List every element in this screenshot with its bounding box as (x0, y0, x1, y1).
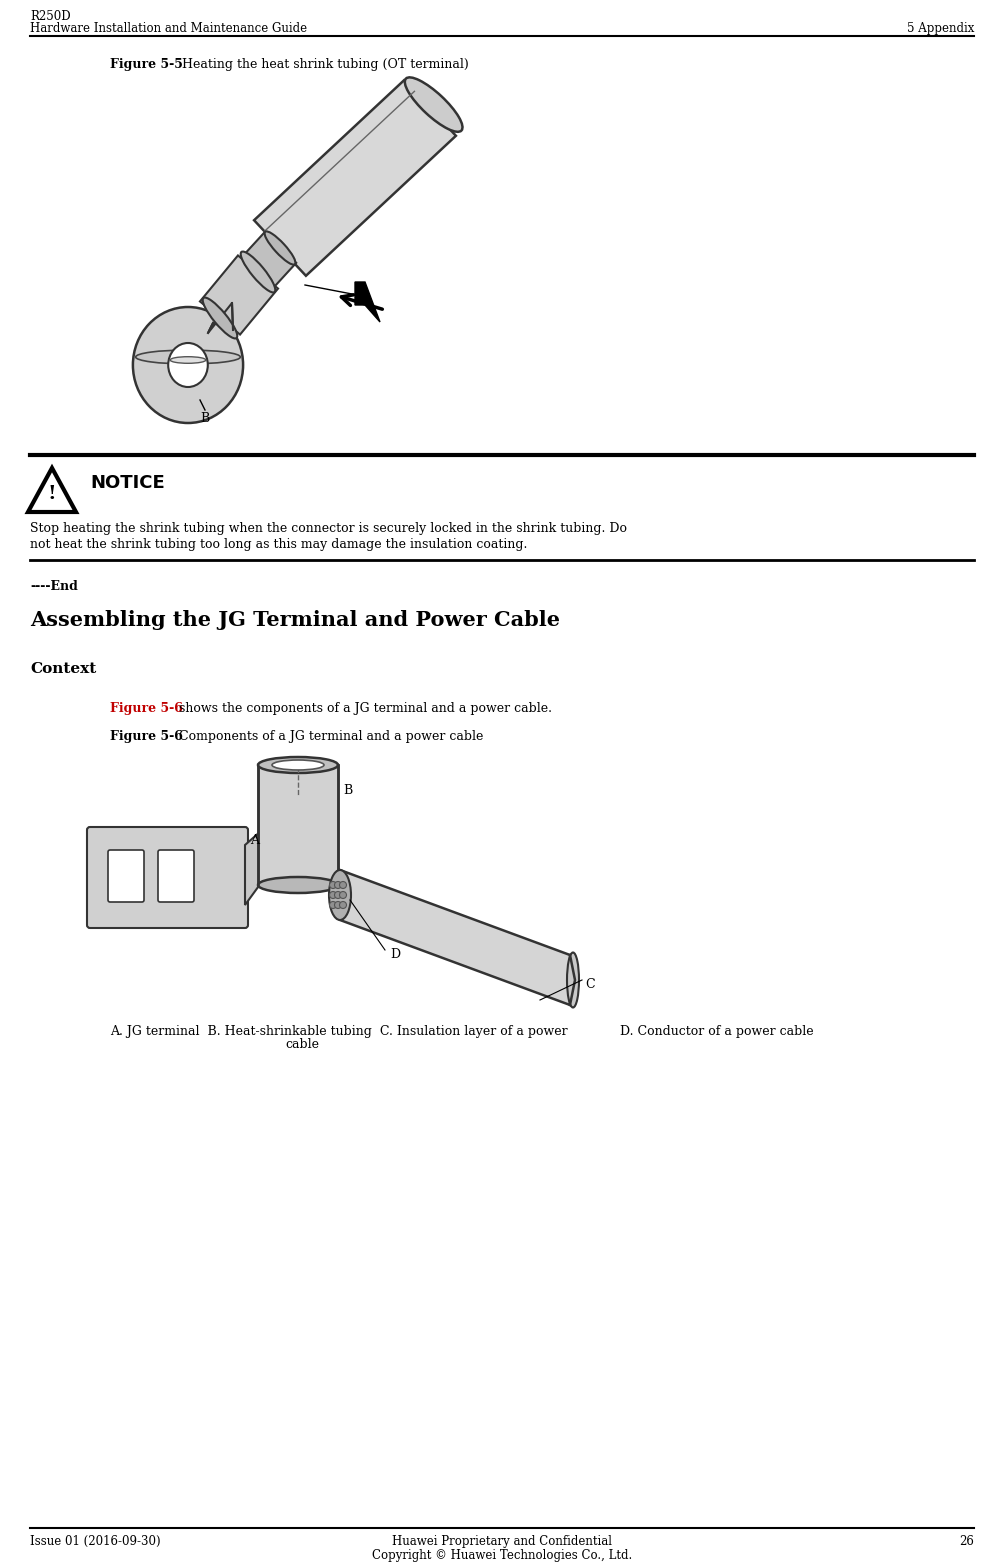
Ellipse shape (241, 252, 275, 293)
Circle shape (334, 891, 341, 899)
Ellipse shape (258, 877, 338, 893)
Text: shows the components of a JG terminal and a power cable.: shows the components of a JG terminal an… (175, 702, 552, 716)
Ellipse shape (203, 298, 237, 338)
FancyBboxPatch shape (108, 850, 143, 902)
Circle shape (329, 902, 336, 908)
Text: C: C (585, 979, 594, 991)
Text: Figure 5-6: Figure 5-6 (110, 730, 183, 742)
Text: Stop heating the shrink tubing when the connector is securely locked in the shri: Stop heating the shrink tubing when the … (30, 521, 627, 536)
Text: Issue 01 (2016-09-30): Issue 01 (2016-09-30) (30, 1535, 160, 1549)
Ellipse shape (169, 343, 208, 387)
Text: Context: Context (30, 662, 96, 677)
Polygon shape (355, 282, 379, 323)
FancyBboxPatch shape (157, 850, 194, 902)
Ellipse shape (567, 952, 579, 1007)
Text: Hardware Installation and Maintenance Guide: Hardware Installation and Maintenance Gu… (30, 22, 307, 34)
Circle shape (329, 891, 336, 899)
Polygon shape (208, 302, 233, 334)
Text: A: A (250, 833, 259, 847)
Text: 5 Appendix: 5 Appendix (906, 22, 973, 34)
Polygon shape (254, 80, 455, 276)
Polygon shape (28, 468, 76, 512)
Text: not heat the shrink tubing too long as this may damage the insulation coating.: not heat the shrink tubing too long as t… (30, 539, 527, 551)
Ellipse shape (132, 307, 243, 423)
Circle shape (339, 902, 346, 908)
Polygon shape (340, 871, 570, 1005)
Text: A: A (357, 291, 366, 304)
Text: B: B (201, 412, 210, 424)
Text: D. Conductor of a power cable: D. Conductor of a power cable (620, 1026, 812, 1038)
Text: Components of a JG terminal and a power cable: Components of a JG terminal and a power … (175, 730, 482, 742)
FancyBboxPatch shape (87, 827, 248, 929)
Circle shape (329, 882, 336, 888)
Text: B: B (343, 783, 352, 797)
Text: D: D (389, 949, 400, 962)
Text: !: ! (47, 485, 56, 503)
Text: cable: cable (285, 1038, 319, 1051)
Text: ----End: ----End (30, 579, 78, 594)
Ellipse shape (258, 756, 338, 774)
Text: Copyright © Huawei Technologies Co., Ltd.: Copyright © Huawei Technologies Co., Ltd… (371, 1549, 632, 1561)
Text: R250D: R250D (30, 9, 70, 23)
Polygon shape (200, 255, 278, 335)
Text: Figure 5-6: Figure 5-6 (110, 702, 183, 716)
Ellipse shape (272, 760, 324, 770)
Text: A. JG terminal  B. Heat-shrinkable tubing  C. Insulation layer of a power: A. JG terminal B. Heat-shrinkable tubing… (110, 1026, 567, 1038)
Text: Huawei Proprietary and Confidential: Huawei Proprietary and Confidential (391, 1535, 612, 1549)
Text: 26: 26 (958, 1535, 973, 1549)
Text: NOTICE: NOTICE (90, 474, 164, 492)
Text: Heating the heat shrink tubing (OT terminal): Heating the heat shrink tubing (OT termi… (178, 58, 468, 70)
Ellipse shape (243, 255, 273, 288)
Ellipse shape (135, 351, 240, 363)
Circle shape (339, 882, 346, 888)
Ellipse shape (329, 871, 351, 919)
Circle shape (339, 891, 346, 899)
Bar (258, 766, 338, 885)
Polygon shape (245, 810, 285, 905)
Text: Figure 5-5: Figure 5-5 (110, 58, 183, 70)
Circle shape (334, 882, 341, 888)
Ellipse shape (171, 357, 206, 363)
Ellipse shape (404, 77, 462, 132)
Ellipse shape (265, 232, 295, 265)
Circle shape (334, 902, 341, 908)
Text: Assembling the JG Terminal and Power Cable: Assembling the JG Terminal and Power Cab… (30, 611, 560, 630)
Polygon shape (242, 233, 296, 287)
